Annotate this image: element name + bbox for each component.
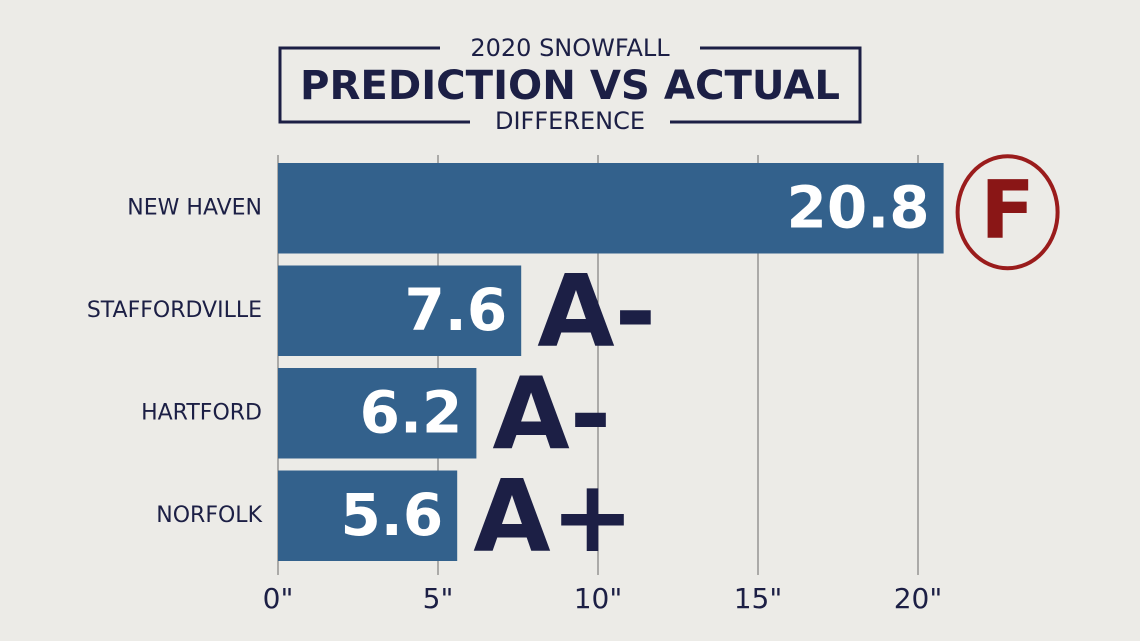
x-tick-label: 10" [574,582,623,615]
bar [278,265,522,356]
bar [278,470,458,561]
x-tick-label: 15" [734,582,783,615]
value-label: 5.6 [340,481,443,549]
grade-circle [955,154,1060,271]
bar [278,163,944,254]
grid: 0" 5" 10" 15" 20" [263,155,943,615]
bar [278,368,477,459]
grade-label: A+ [473,458,634,575]
y-tick-label: HARTFORD [141,400,262,425]
title-gap [470,110,670,134]
value-label: 20.8 [786,173,929,241]
value-label: 6.2 [360,378,463,446]
title-gap [440,36,700,60]
grade-label: A- [537,253,656,370]
grade-label: A- [492,356,611,473]
value-label: 7.6 [404,276,507,344]
x-tick-label: 0" [263,582,294,615]
x-tick-label: 5" [423,582,454,615]
y-tick-label: STAFFORDVILLE [87,298,262,323]
plot: 20.8 F NEW HAVEN 7.6 A- STAFFORDVILLE 6.2 A- HAR… [87,154,1060,575]
x-tick-label: 20" [894,582,943,615]
y-tick-label: NEW HAVEN [127,195,262,220]
chart-title: PREDICTION VS ACTUAL [300,63,840,109]
y-tick-label: NORFOLK [156,503,262,528]
chart-subtitle: DIFFERENCE [495,107,645,135]
grade-label: F [980,164,1035,257]
chart-supertitle: 2020 SNOWFALL [470,34,670,62]
